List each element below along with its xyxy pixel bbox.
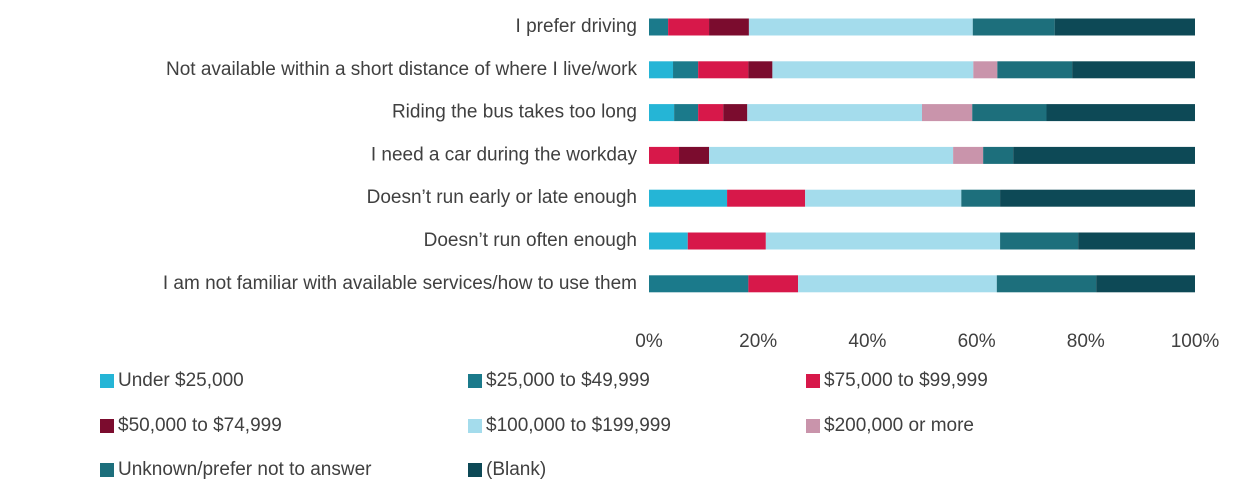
legend-swatch [100,374,114,388]
x-tick-label: 80% [1067,331,1105,352]
legend-swatch [468,463,482,477]
bar-segment [649,104,675,122]
category-label: Not available within a short distance of… [166,59,638,80]
bar-segment [1013,146,1195,164]
bar-segment [996,275,1097,293]
legend-label: $25,000 to $49,999 [486,370,650,391]
legend-swatch [806,419,820,433]
bar-segment [1000,189,1195,207]
bar-segment [687,232,766,250]
bar-segment [649,232,688,250]
bar-segment [698,61,749,79]
bar-segment [748,61,773,79]
bar-segment [709,18,749,36]
category-label: I need a car during the workday [371,144,638,165]
legend-label: $200,000 or more [824,415,974,436]
bar-segment [747,104,922,122]
legend-label: Unknown/prefer not to answer [118,459,372,480]
bar-segment [1096,275,1195,293]
legend-swatch [806,374,820,388]
category-label: Riding the bus takes too long [392,102,637,123]
bar-segment [1000,232,1079,250]
legend-swatch [468,374,482,388]
bar-segment [698,104,724,122]
x-tick-label: 20% [739,331,777,352]
bar-segment [723,104,748,122]
x-tick-label: 60% [958,331,996,352]
bar-segment [973,61,998,79]
legend-swatch [100,463,114,477]
bar-segment [674,104,699,122]
legend-label: (Blank) [486,459,546,480]
category-label: I am not familiar with available service… [163,273,637,294]
legend-swatch [100,419,114,433]
bar-segment [649,18,669,36]
legend-label: $50,000 to $74,999 [118,415,282,436]
category-label: Doesn’t run often enough [424,230,637,251]
x-tick-label: 0% [635,331,663,352]
legend-label: $75,000 to $99,999 [824,370,988,391]
bar-segment [748,18,973,36]
bar-segment [748,275,799,293]
bar-segment [805,189,962,207]
bar-segment [668,18,710,36]
bar-segment [1046,104,1195,122]
bar-segment [772,61,974,79]
legend-label: Under $25,000 [118,370,244,391]
bar-segment [1072,61,1195,79]
bar-segment [972,104,1047,122]
bar-segment [961,189,1001,207]
bar-segment [649,146,680,164]
bar-segment [922,104,973,122]
bar-segment [649,61,674,79]
category-label: I prefer driving [516,16,637,37]
bar-segment [765,232,1001,250]
legend-swatch [468,419,482,433]
bar-segment [972,18,1055,36]
bar-segment [1054,18,1195,36]
bar-segment [953,146,984,164]
x-tick-label: 40% [848,331,886,352]
bar-segment [997,61,1073,79]
bar-segment [679,146,710,164]
bar-segment [1078,232,1195,250]
bar-segment [798,275,997,293]
bar-segment [727,189,806,207]
bar-segment [709,146,954,164]
bar-segment [649,275,749,293]
x-tick-label: 100% [1171,331,1220,352]
bar-segment [983,146,1014,164]
legend-label: $100,000 to $199,999 [486,415,671,436]
bar-segment [649,189,728,207]
category-label: Doesn’t run early or late enough [367,187,637,208]
bar-segment [673,61,699,79]
